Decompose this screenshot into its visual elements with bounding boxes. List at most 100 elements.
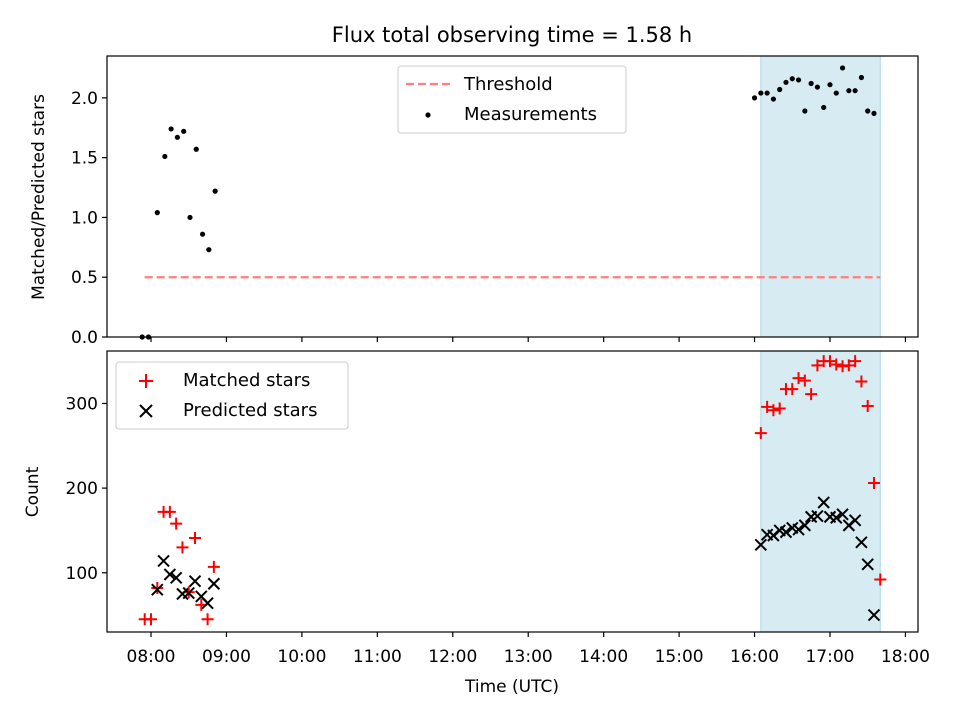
measurement-point: [783, 79, 789, 85]
measurement-point: [751, 95, 758, 101]
measurement-point: [833, 90, 839, 96]
x-axis-label: Time (UTC): [464, 677, 559, 697]
predicted-star-point: [151, 583, 164, 596]
top-axes-frame: [106, 55, 919, 338]
measurement-point: [758, 90, 764, 96]
measurement-point: [174, 134, 181, 140]
matched-star-point: [201, 613, 214, 626]
bottom-y-tick-label: 200: [66, 479, 98, 499]
top-y-axis: 0.0 0.5 1.0 1.5 2.0: [71, 89, 107, 348]
measurement-point: [871, 110, 877, 116]
measurement-point: [154, 210, 160, 216]
predicted-star-point: [817, 496, 830, 509]
bottom-y-axis-label: Count: [23, 466, 43, 517]
predicted-star-point: [163, 568, 177, 581]
predicted-star-point: [201, 597, 214, 610]
highlight-span: [760, 55, 881, 338]
bottom-x-axis: 08:00 09:00 10:00 11:00 12:00 13:00 14:00 15:00…: [127, 632, 930, 667]
measurement-point: [852, 88, 858, 94]
top-legend: Threshold Measurements: [397, 65, 627, 134]
measurement-point: [858, 74, 865, 81]
matched-star-point: [761, 400, 774, 413]
bottom-y-axis: 100 200 300: [66, 394, 107, 584]
x-tick-label: 12:00: [428, 647, 477, 667]
predicted-star-point: [798, 519, 812, 532]
bottom-y-tick-label: 100: [66, 564, 98, 584]
matched-star-point: [792, 372, 805, 385]
legend-measurements-swatch: [425, 112, 431, 118]
matched-star-point: [855, 375, 868, 388]
predicted-star-point: [754, 538, 768, 552]
measurement-point: [206, 247, 212, 253]
top-points-layer: [139, 65, 877, 340]
matched-star-point: [189, 532, 202, 545]
top-y-tick-label: 1.0: [71, 208, 98, 228]
measurement-point: [795, 77, 802, 83]
x-tick-label: 18:00: [881, 647, 930, 667]
matched-star-point: [842, 359, 855, 372]
legend-matched-label: Matched stars: [183, 370, 310, 391]
measurement-point: [827, 82, 833, 88]
measurement-point: [814, 84, 821, 90]
predicted-star-point: [157, 554, 170, 568]
matched-star-point: [874, 573, 887, 586]
matched-star-point: [176, 541, 189, 554]
top-highlight-layer: [760, 55, 881, 338]
predicted-star-point: [848, 514, 862, 527]
matched-star-point: [823, 355, 836, 368]
predicted-star-point: [779, 525, 793, 539]
x-tick-label: 14:00: [579, 647, 628, 667]
x-tick-label: 11:00: [353, 647, 402, 667]
matched-star-point: [849, 355, 862, 368]
predicted-star-point: [811, 509, 824, 523]
measurement-point: [839, 65, 846, 71]
bottom-axes-frame: [106, 350, 919, 633]
measurement-point: [764, 90, 770, 96]
legend-predicted-swatch: [139, 404, 153, 418]
legend-threshold-label: Threshold: [463, 74, 553, 95]
measurement-point: [168, 126, 174, 132]
predicted-star-point: [188, 575, 202, 588]
top-y-axis-label: Matched/Predicted stars: [29, 94, 49, 300]
bottom-y-tick-label: 300: [66, 394, 98, 414]
predicted-star-point: [836, 508, 849, 521]
measurement-point: [187, 214, 193, 221]
measurement-point: [865, 108, 871, 114]
matched-star-point: [163, 505, 176, 518]
x-tick-label: 09:00: [202, 647, 251, 667]
predicted-star-point: [861, 558, 874, 571]
bottom-panel: 100 200 300 08:00 09:00 10:00 11:00 12:00 13:00…: [23, 350, 930, 697]
legend-measurements-label: Measurements: [464, 104, 597, 125]
measurement-point: [846, 88, 852, 94]
predicted-star-point: [792, 523, 805, 536]
measurement-point: [193, 146, 199, 152]
measurement-point: [821, 104, 827, 111]
matched-star-point: [830, 358, 843, 371]
measurement-point: [777, 86, 783, 93]
top-x-ticks: [150, 337, 907, 342]
x-tick-label: 08:00: [127, 647, 176, 667]
top-y-tick-label: 0.5: [71, 268, 98, 288]
x-tick-label: 10:00: [277, 647, 326, 667]
top-panel: 0.00.51.01.52.0 Matched/Predicted stars …: [29, 55, 919, 348]
top-y-tick-label: 2.0: [71, 89, 98, 109]
matched-star-point: [754, 427, 767, 440]
measurement-point: [802, 108, 808, 114]
matched-star-point: [773, 402, 786, 415]
legend-predicted-label: Predicted stars: [183, 400, 317, 421]
x-tick-label: 17:00: [805, 647, 854, 667]
measurement-point: [212, 188, 218, 194]
measurement-point: [199, 231, 206, 237]
bottom-highlight-layer: [760, 350, 881, 633]
x-tick-label: 15:00: [655, 647, 704, 667]
measurement-point: [181, 128, 187, 134]
matched-star-point: [145, 613, 158, 626]
predicted-star-point: [207, 577, 221, 590]
matched-star-point: [151, 581, 164, 594]
measurement-point: [162, 153, 168, 160]
top-y-tick-label: 1.5: [71, 149, 98, 169]
matched-star-point: [811, 359, 824, 372]
top-legend-box: [397, 65, 627, 134]
predicted-star-point: [830, 511, 843, 524]
